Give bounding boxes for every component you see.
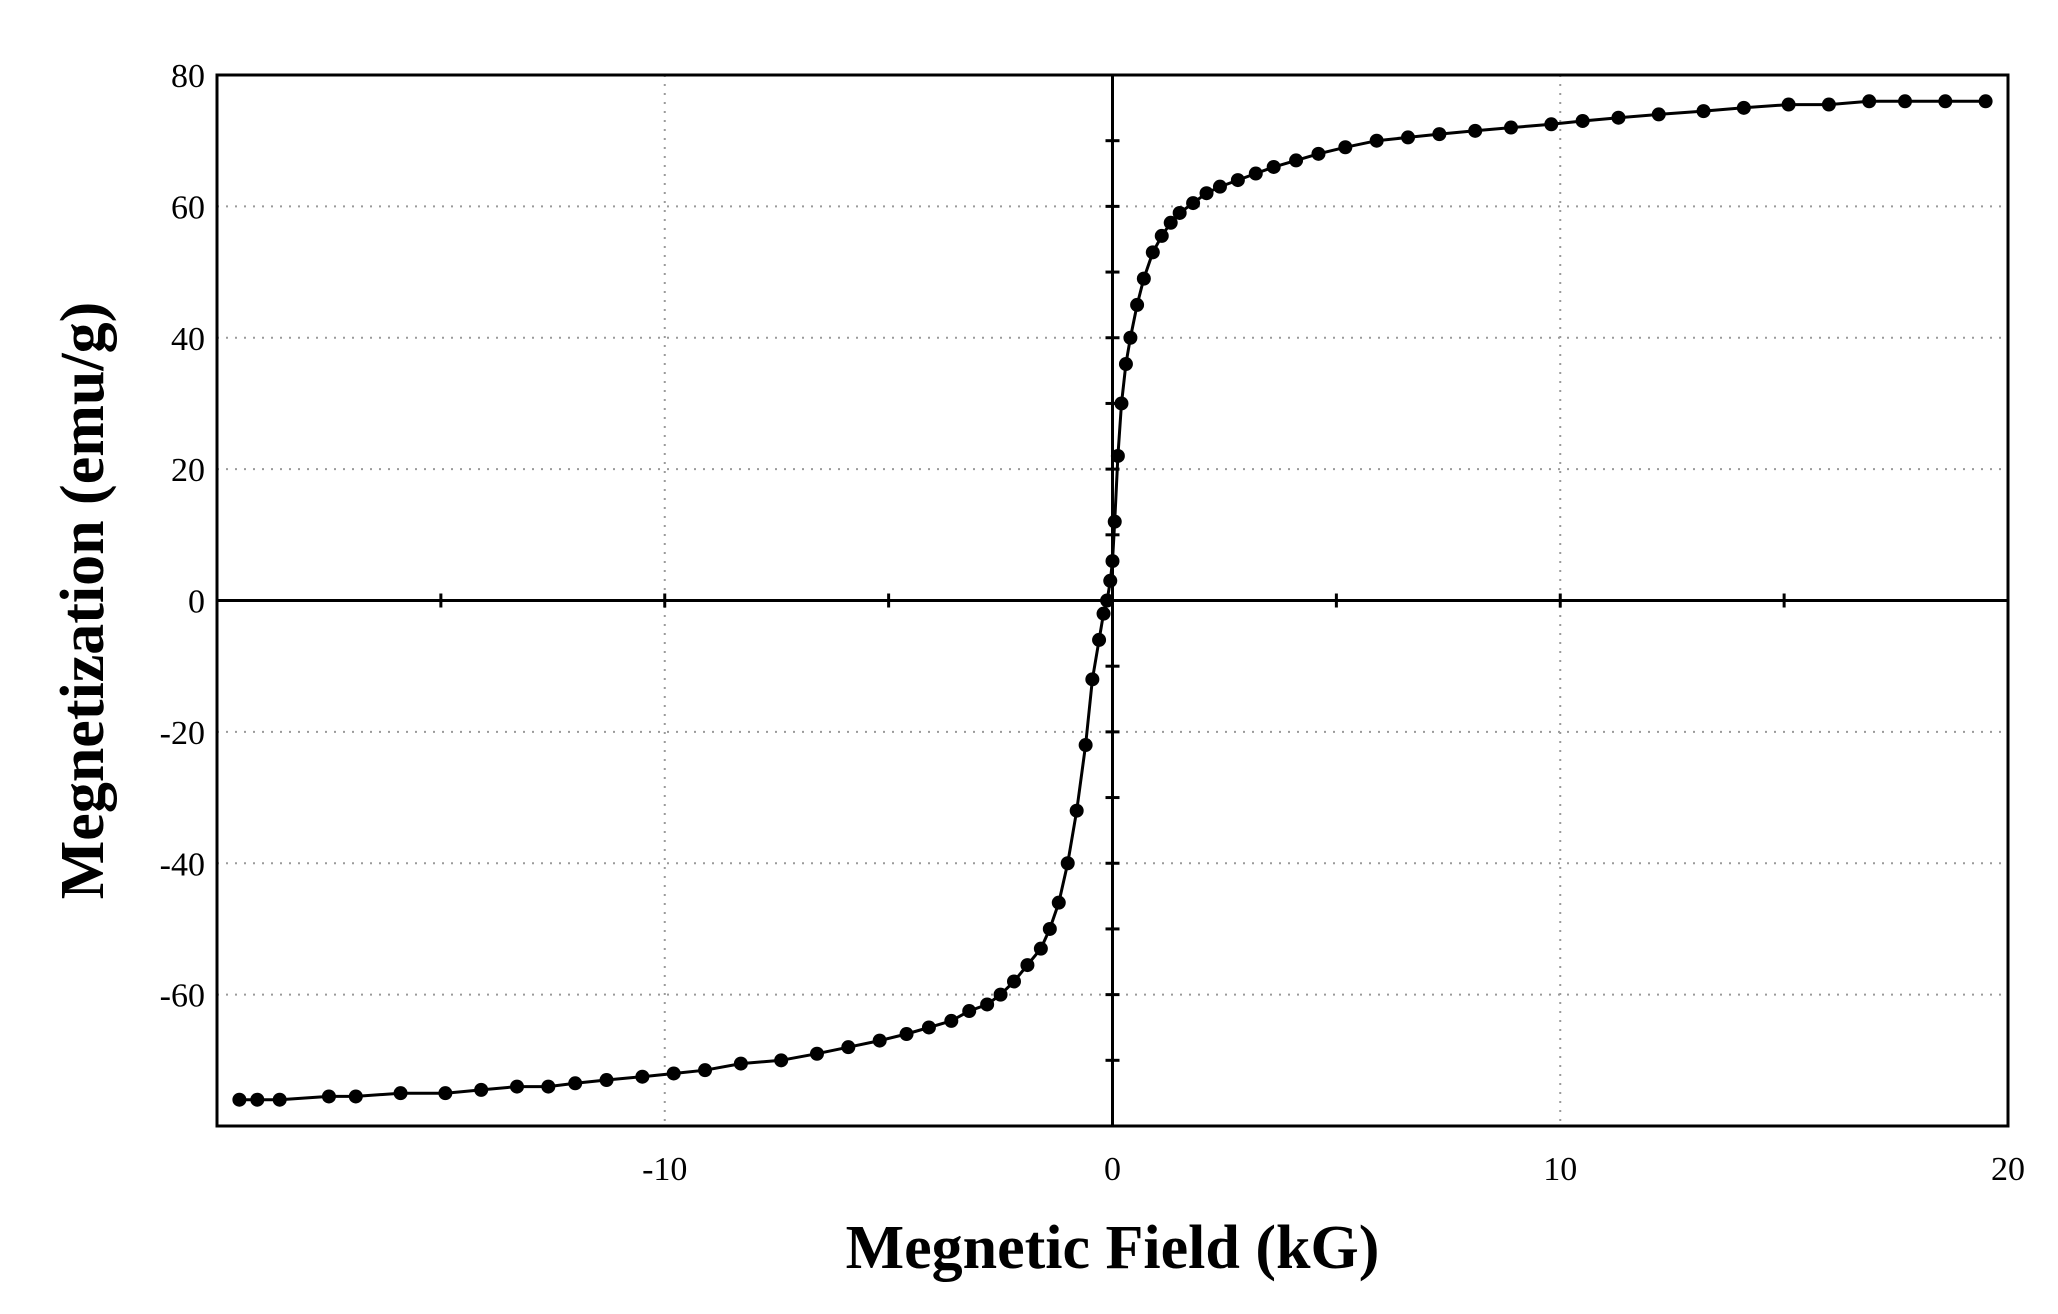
data-point [1503, 120, 1518, 135]
data-point [1230, 173, 1245, 188]
y-tick-label: 20 [171, 452, 205, 489]
data-point [474, 1082, 489, 1097]
data-point [1020, 958, 1035, 973]
x-tick-label: 0 [1104, 1151, 1121, 1188]
data-point [1033, 941, 1048, 956]
x-tick-label: 10 [1543, 1151, 1577, 1188]
data-point [1938, 94, 1953, 109]
data-point [1163, 215, 1178, 230]
axis-ticks [439, 139, 1786, 1062]
data-point [1006, 974, 1021, 989]
y-tick-label: 60 [171, 189, 205, 226]
data-point [921, 1020, 936, 1035]
data-point [1311, 146, 1326, 161]
data-point [1123, 330, 1138, 345]
x-tick-labels: -10 0 10 20 [642, 1151, 2025, 1188]
data-point [1114, 396, 1129, 411]
y-tick-label: -40 [160, 846, 205, 883]
data-point [1821, 97, 1836, 112]
data-point [993, 987, 1008, 1002]
data-point [509, 1079, 524, 1094]
data-point [1136, 271, 1151, 286]
data-point [1212, 179, 1227, 194]
data-point [232, 1092, 247, 1107]
data-point [1100, 593, 1115, 608]
data-point [980, 997, 995, 1012]
data-point [1898, 94, 1913, 109]
data-point [393, 1086, 408, 1101]
y-axis-title: Megnetization (emu/g) [49, 302, 117, 899]
grid-lines [217, 75, 2008, 1126]
data-point [1199, 186, 1214, 201]
y-tick-label: -60 [160, 978, 205, 1015]
y-tick-labels: 80 60 40 20 0 -20 -40 -60 [160, 58, 205, 1015]
x-tick-label: 20 [1991, 1151, 2025, 1188]
data-point [809, 1046, 824, 1061]
data-point [348, 1089, 363, 1104]
data-point [1338, 140, 1353, 155]
data-point [872, 1033, 887, 1048]
data-point [1248, 166, 1263, 181]
data-point [1862, 94, 1877, 109]
data-point [1736, 100, 1751, 115]
data-point [1172, 205, 1187, 220]
data-point [1107, 514, 1122, 529]
x-tick-label: -10 [642, 1151, 687, 1188]
data-point [899, 1027, 914, 1042]
data-point [1042, 921, 1057, 936]
data-point [666, 1066, 681, 1081]
data-point [250, 1092, 265, 1107]
data-point [1696, 104, 1711, 119]
data-point [635, 1069, 650, 1084]
data-point [1544, 117, 1559, 132]
data-point [1575, 113, 1590, 128]
data-point [599, 1073, 614, 1088]
data-point [1186, 196, 1201, 211]
data-point [1289, 153, 1304, 168]
data-point [1145, 245, 1160, 260]
y-tick-label: -20 [160, 715, 205, 752]
data-point [774, 1053, 789, 1068]
data-point [1369, 133, 1384, 148]
data-point [1401, 130, 1416, 145]
data-point [1130, 297, 1145, 312]
data-point [1051, 895, 1066, 910]
y-tick-label: 40 [171, 321, 205, 358]
y-tick-label: 0 [188, 584, 205, 621]
data-point [962, 1004, 977, 1019]
data-point [1432, 127, 1447, 142]
x-axis-title: Megnetic Field (kG) [846, 1214, 1380, 1282]
data-point [1978, 94, 1993, 109]
data-point [1781, 97, 1796, 112]
data-point [733, 1056, 748, 1071]
data-point [1154, 228, 1169, 243]
data-point [1105, 554, 1120, 569]
data-point [272, 1092, 287, 1107]
data-point [541, 1079, 556, 1094]
data-points [232, 94, 1993, 1107]
data-point [944, 1013, 959, 1028]
data-point [1651, 107, 1666, 122]
data-point [1069, 803, 1084, 818]
data-point [1085, 672, 1100, 687]
data-point [1078, 738, 1093, 753]
data-point [1266, 159, 1281, 174]
data-point [698, 1063, 713, 1078]
data-point [1611, 110, 1626, 125]
data-point [841, 1040, 856, 1055]
data-point [1468, 123, 1483, 138]
data-point [1096, 606, 1111, 621]
data-point [1092, 632, 1107, 647]
data-point [1110, 448, 1125, 463]
data-point [1103, 573, 1118, 588]
data-point [438, 1086, 453, 1101]
data-point [1060, 856, 1075, 871]
y-tick-label: 80 [171, 58, 205, 95]
data-point [1118, 357, 1133, 372]
data-point [321, 1089, 336, 1104]
data-point [568, 1076, 583, 1091]
